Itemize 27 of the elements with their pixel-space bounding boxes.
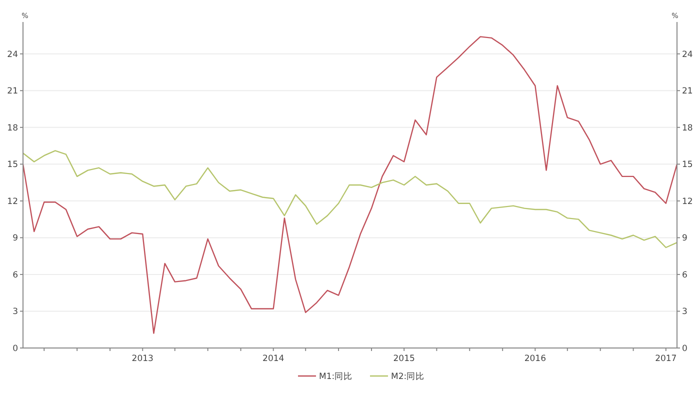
y-tick-label: 6 <box>12 270 18 280</box>
y2-tick-label: 9 <box>682 234 688 244</box>
x-tick-label: 2014 <box>262 354 284 364</box>
y2-tick-label: 15 <box>682 160 693 170</box>
y2-tick-label: 0 <box>682 344 688 354</box>
y2-tick-label: 3 <box>682 307 688 318</box>
x-tick-label: 2013 <box>132 354 154 364</box>
x-tick-label: 2016 <box>524 354 546 364</box>
y-tick-label: 15 <box>7 160 18 170</box>
legend-label: M1:同比 <box>319 370 353 382</box>
legend-label: M2:同比 <box>391 370 425 382</box>
y-tick-label: 21 <box>7 86 18 97</box>
line-series <box>22 36 678 334</box>
x-tick-label: 2015 <box>393 354 415 364</box>
y-tick-label: 24 <box>7 50 18 60</box>
y-tick-label: 9 <box>12 234 18 244</box>
line-series <box>22 150 678 248</box>
y2-tick-label: 21 <box>682 86 693 97</box>
y-tick-label: 0 <box>12 344 18 354</box>
y-tick-label: 18 <box>7 123 18 134</box>
y2-tick-label: 18 <box>682 123 693 134</box>
y2-tick-label: 12 <box>682 196 693 207</box>
x-tick-label: 2017 <box>655 354 677 364</box>
y2-tick-label: 6 <box>682 270 688 280</box>
y2-tick-label: 24 <box>682 50 693 60</box>
y-tick-label: 3 <box>12 307 18 318</box>
y-tick-label: 12 <box>7 196 18 207</box>
